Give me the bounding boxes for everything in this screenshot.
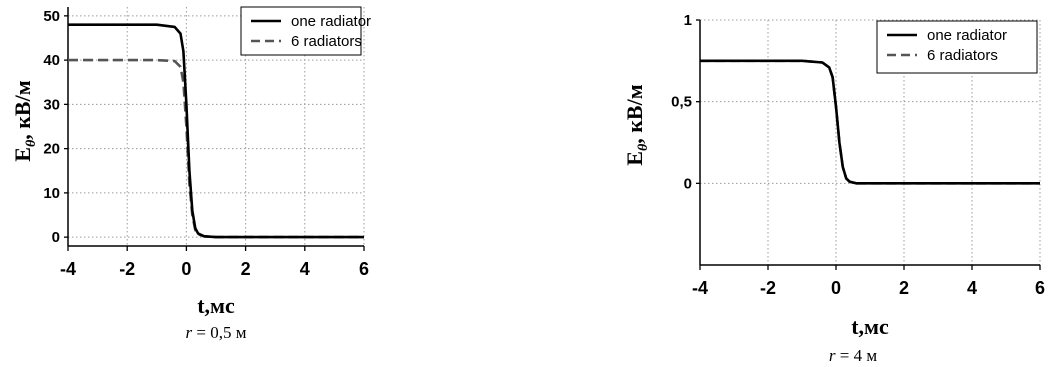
- y-tick-label: 0: [52, 229, 60, 246]
- chart-r-4: 0 0,5 1 -4 -2 0 2 4 6 one radiator 6 radiators Eθ, …: [622, 12, 1045, 365]
- y-axis-title: Eθ, кВ/м: [10, 80, 39, 161]
- y-tick-label: 10: [43, 185, 60, 202]
- y-tick-label: 0,5: [671, 94, 692, 111]
- caption: r = 4 м: [829, 346, 877, 365]
- x-tick-label: 6: [359, 259, 369, 279]
- x-tick-label: 6: [1035, 278, 1045, 298]
- legend-label: 6 radiators: [291, 33, 362, 50]
- caption: r = 0,5 м: [186, 323, 247, 342]
- legend: one radiator 6 radiators: [876, 20, 1038, 74]
- series-line-one-radiator: [68, 23, 364, 239]
- chart-r-0-5: 0 10 20 30 40 50 -4 -2 0 2 4 6 one radiator 6 radiato…: [10, 6, 371, 342]
- x-tick-label: -2: [760, 278, 776, 298]
- legend: one radiator 6 radiators: [240, 6, 371, 56]
- y-tick-label: 1: [684, 12, 692, 29]
- y-tick-label: 30: [43, 96, 60, 113]
- x-tick-label: 0: [831, 278, 841, 298]
- x-axis-title: t,мс: [851, 314, 889, 339]
- y-tick-label: 20: [43, 141, 60, 158]
- y-axis-title: Eθ, кВ/м: [622, 84, 651, 165]
- y-tick-label: 40: [43, 52, 60, 69]
- legend-label: one radiator: [291, 13, 371, 30]
- legend-box: [240, 6, 362, 56]
- y-tick-label: 0: [684, 175, 692, 192]
- x-tick-label: 2: [241, 259, 251, 279]
- legend-label: one radiator: [927, 27, 1007, 44]
- x-axis-title: t,мс: [197, 293, 235, 318]
- x-tick-label: -4: [692, 278, 708, 298]
- y-tick-label: 50: [43, 8, 60, 25]
- series-line-6-radiators: [700, 59, 1040, 185]
- legend-label: 6 radiators: [927, 47, 998, 64]
- legend-box: [876, 20, 1038, 74]
- x-tick-label: -2: [119, 259, 135, 279]
- x-tick-label: 0: [181, 259, 191, 279]
- x-tick-label: 4: [300, 259, 310, 279]
- x-tick-label: 2: [899, 278, 909, 298]
- x-tick-label: 4: [967, 278, 977, 298]
- x-tick-label: -4: [60, 259, 76, 279]
- series-line-one-radiator: [700, 59, 1040, 185]
